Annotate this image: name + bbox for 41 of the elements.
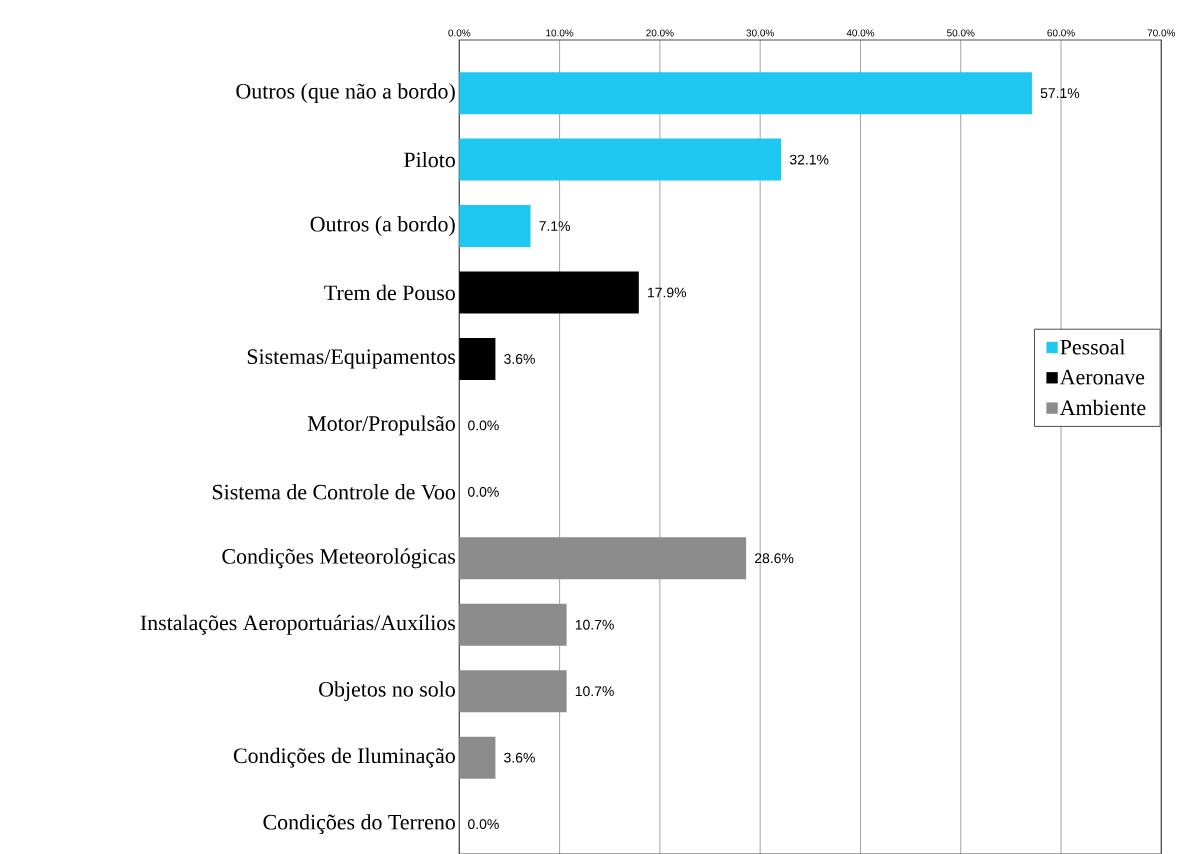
data-label: 3.6% — [504, 752, 535, 763]
x-tick-label: 50.0% — [947, 29, 975, 37]
x-tick-label: 60.0% — [1047, 29, 1075, 37]
bar — [459, 271, 639, 314]
x-tick-label: 30.0% — [746, 29, 774, 37]
bar — [459, 337, 496, 380]
legend-label: Aeronave — [1059, 369, 1145, 385]
data-label: 28.6% — [755, 553, 794, 564]
y-tick-label: Condições de Iluminação — [233, 747, 455, 768]
y-tick-label: Trem de Pouso — [324, 284, 455, 301]
y-tick-label: Piloto — [404, 151, 455, 168]
legend-label: Pessoal — [1060, 339, 1126, 355]
data-label: 17.9% — [648, 287, 687, 298]
data-label: 0.0% — [468, 420, 499, 431]
y-tick-label: Objetos no solo — [319, 681, 455, 702]
y-tick-label: Motor/Propulsão — [307, 415, 455, 436]
data-label: 0.0% — [468, 486, 499, 497]
y-tick-label: Outros (a bordo) — [310, 216, 455, 236]
bar — [459, 72, 1032, 115]
x-tick-label: 0.0% — [448, 29, 471, 37]
data-label: 10.7% — [575, 619, 614, 630]
y-tick-label: Sistema de Controle de Voo — [212, 484, 455, 500]
x-tick-label: 70.0% — [1147, 29, 1176, 37]
data-label: 10.7% — [575, 686, 614, 697]
legend-label: Ambiente — [1059, 399, 1146, 416]
data-label: 57.1% — [1040, 88, 1080, 99]
y-tick-label: Sistemas/Equipamentos — [247, 349, 456, 369]
y-tick-label: Condições do Terreno — [263, 814, 455, 835]
x-tick-label: 40.0% — [846, 29, 875, 37]
data-label: 0.0% — [468, 819, 499, 830]
bar — [459, 138, 782, 181]
x-tick-label: 10.0% — [546, 29, 574, 37]
data-label: 3.6% — [504, 354, 535, 364]
data-label: 32.1% — [789, 154, 829, 165]
bar — [459, 736, 496, 779]
y-tick-label: Outros (que não a bordo) — [236, 83, 455, 104]
y-tick-label: Condições Meteorológicas — [222, 548, 455, 569]
y-tick-label: Instalações Aeroportuárias/Auxílios — [140, 614, 456, 635]
bar — [459, 205, 531, 248]
data-label: 7.1% — [539, 221, 570, 231]
x-tick-label: 20.0% — [646, 29, 674, 37]
